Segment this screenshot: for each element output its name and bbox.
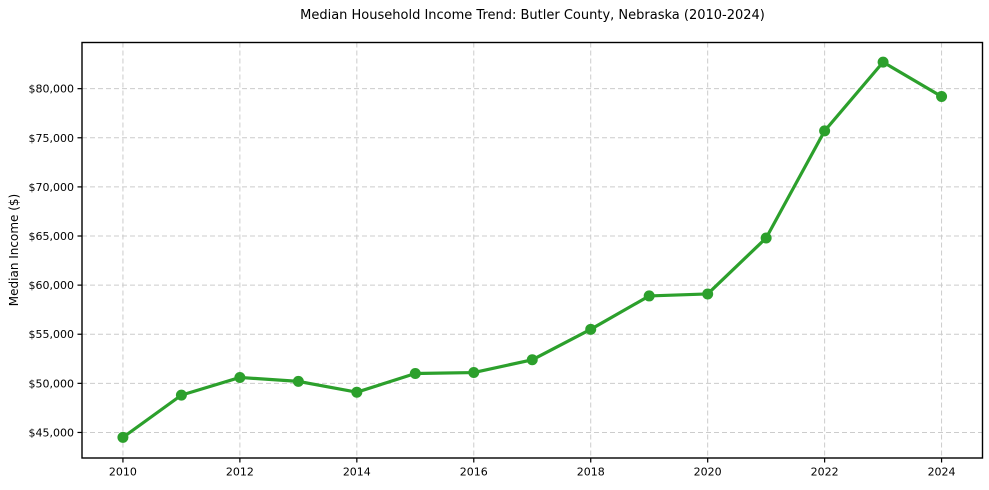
data-point-2014 xyxy=(351,386,363,398)
data-point-2020 xyxy=(702,288,714,300)
y-tick-label-45000: $45,000 xyxy=(29,426,75,439)
x-tick-label-2018: 2018 xyxy=(577,466,605,479)
x-tick-label-2014: 2014 xyxy=(343,466,371,479)
y-tick-label-60000: $60,000 xyxy=(29,279,75,292)
data-point-2023 xyxy=(877,56,889,68)
y-tick-label-70000: $70,000 xyxy=(29,181,75,194)
data-point-2017 xyxy=(526,354,538,366)
y-tick-label-80000: $80,000 xyxy=(29,83,75,96)
data-point-2012 xyxy=(234,371,246,383)
x-tick-label-2022: 2022 xyxy=(811,466,839,479)
plot-border xyxy=(81,41,984,459)
data-point-2015 xyxy=(409,368,421,380)
x-tick-label-2012: 2012 xyxy=(226,466,254,479)
x-tick-label-2024: 2024 xyxy=(928,466,956,479)
data-point-2022 xyxy=(819,125,831,137)
trend-line xyxy=(121,60,944,439)
data-point-2013 xyxy=(292,375,304,387)
x-tick-label-2020: 2020 xyxy=(694,466,722,479)
y-tick-label-50000: $50,000 xyxy=(29,377,75,390)
data-point-2021 xyxy=(760,232,772,244)
data-point-2011 xyxy=(175,389,187,401)
data-point-2010 xyxy=(117,431,129,443)
y-tick-label-65000: $65,000 xyxy=(29,230,75,243)
data-point-2018 xyxy=(585,323,597,335)
y-tick-label-55000: $55,000 xyxy=(29,328,75,341)
chart-title: Median Household Income Trend: Butler Co… xyxy=(300,8,765,23)
y-tick-label-75000: $75,000 xyxy=(29,132,75,145)
data-point-2024 xyxy=(936,91,948,103)
data-point-2019 xyxy=(643,290,655,302)
x-tick-label-2016: 2016 xyxy=(460,466,488,479)
x-tick-label-2010: 2010 xyxy=(109,466,137,479)
data-point-2016 xyxy=(468,367,480,379)
